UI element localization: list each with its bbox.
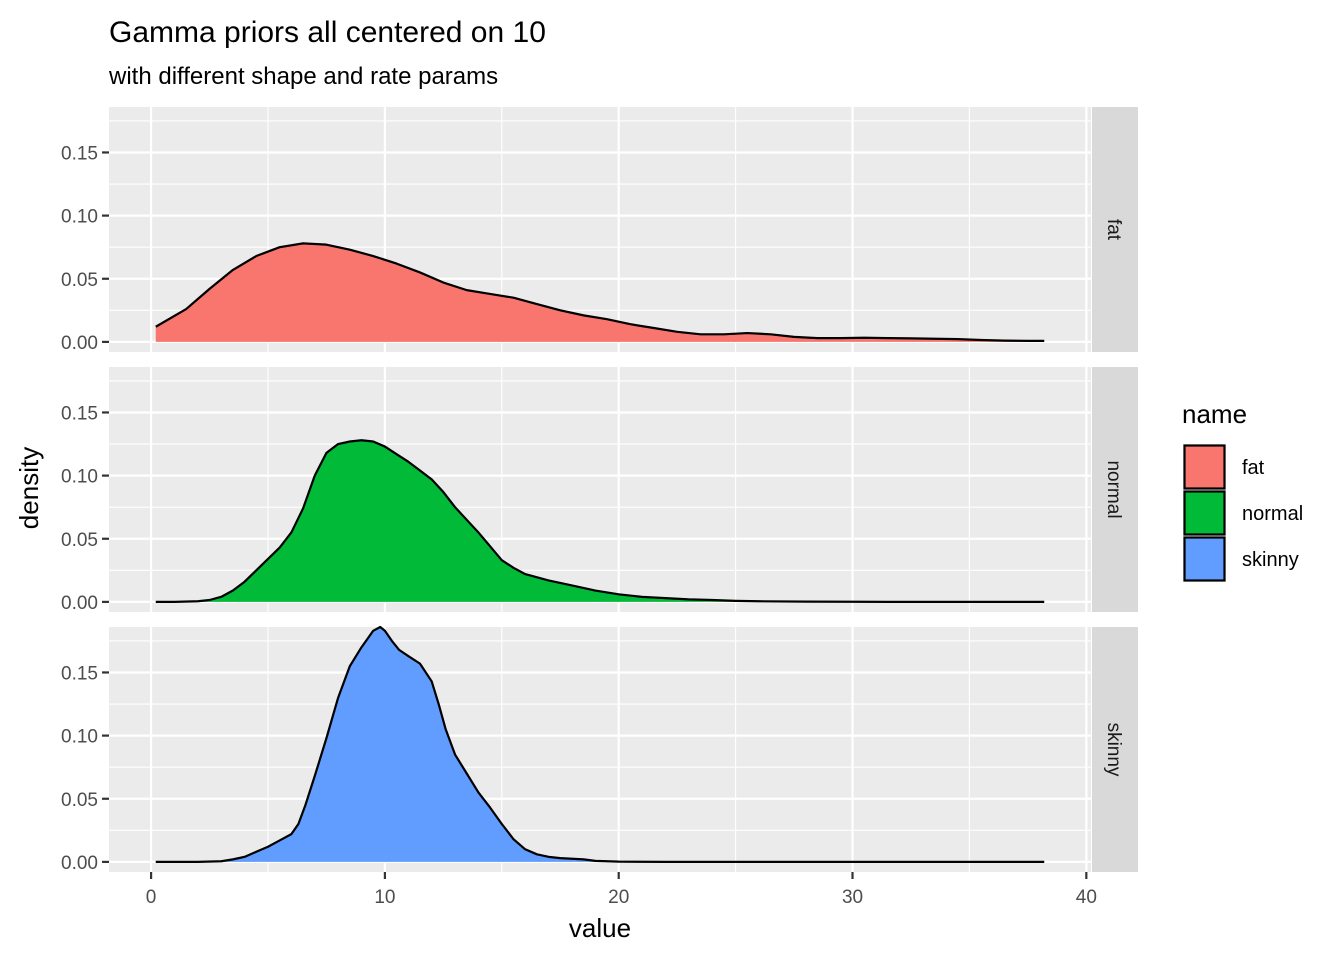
x-tick-label: 20: [608, 887, 629, 908]
x-tick-label: 30: [842, 887, 863, 908]
legend: name fat normal skinny: [1182, 399, 1303, 582]
legend-label: normal: [1242, 503, 1303, 525]
density-line-normal: [155, 439, 1045, 603]
y-tick-label: 0.05: [61, 530, 98, 551]
legend-label: fat: [1242, 457, 1265, 479]
x-tick-label: 10: [374, 887, 395, 908]
facet-strip: [1092, 367, 1138, 612]
legend-key-swatch: [1183, 490, 1226, 536]
facet-strip-label: skinny: [1103, 723, 1124, 777]
y-tick-label: 0.05: [61, 270, 98, 291]
legend-item-normal: normal: [1183, 490, 1303, 536]
facet-panel-normal: 0.00 0.05 0.10 0.15 normal: [61, 367, 1138, 614]
facet-strip-label: fat: [1103, 219, 1124, 241]
y-tick-label: 0.10: [61, 467, 98, 488]
facet-strip-label: normal: [1103, 460, 1124, 518]
facet-panel-skinny: 0.00 0.05 0.10 0.15 skinny: [61, 625, 1138, 874]
legend-item-fat: fat: [1183, 444, 1265, 490]
x-axis-label: value: [569, 913, 631, 943]
density-area-normal: [155, 440, 1045, 602]
density-line-fat: [155, 242, 1045, 342]
legend-title: name: [1182, 399, 1247, 429]
y-tick-label: 0.15: [61, 403, 98, 424]
y-axis-label: density: [14, 447, 44, 529]
legend-label: skinny: [1242, 549, 1299, 571]
panels-layer: 0.00 0.05 0.10 0.15 fat 0.00 0.05 0.10 0.15 norma…: [61, 107, 1138, 874]
x-tick-label: 40: [1076, 887, 1097, 908]
chart-title: Gamma priors all centered on 10: [109, 16, 546, 49]
y-tick-label: 0.15: [61, 143, 98, 164]
legend-key-swatch: [1183, 536, 1226, 582]
panel-background: [109, 627, 1091, 872]
x-axis: 0 10 20 30 40: [146, 872, 1097, 908]
density-area-fat: [155, 243, 1045, 342]
facet-strip: [1092, 107, 1138, 352]
facet-strip: [1092, 627, 1138, 872]
y-tick-label: 0.00: [61, 853, 98, 874]
legend-key-swatch: [1183, 444, 1226, 490]
x-tick-label: 0: [146, 887, 157, 908]
y-tick-label: 0.15: [61, 663, 98, 684]
y-tick-label: 0.10: [61, 207, 98, 228]
y-tick-label: 0.00: [61, 333, 98, 354]
chart-subtitle: with different shape and rate params: [108, 63, 498, 90]
legend-item-skinny: skinny: [1183, 536, 1299, 582]
density-area-skinny: [155, 627, 1045, 862]
facet-panel-fat: 0.00 0.05 0.10 0.15 fat: [61, 107, 1138, 354]
y-tick-label: 0.00: [61, 593, 98, 614]
density-line-skinny: [155, 625, 1045, 863]
y-tick-label: 0.05: [61, 790, 98, 811]
y-tick-label: 0.10: [61, 727, 98, 748]
